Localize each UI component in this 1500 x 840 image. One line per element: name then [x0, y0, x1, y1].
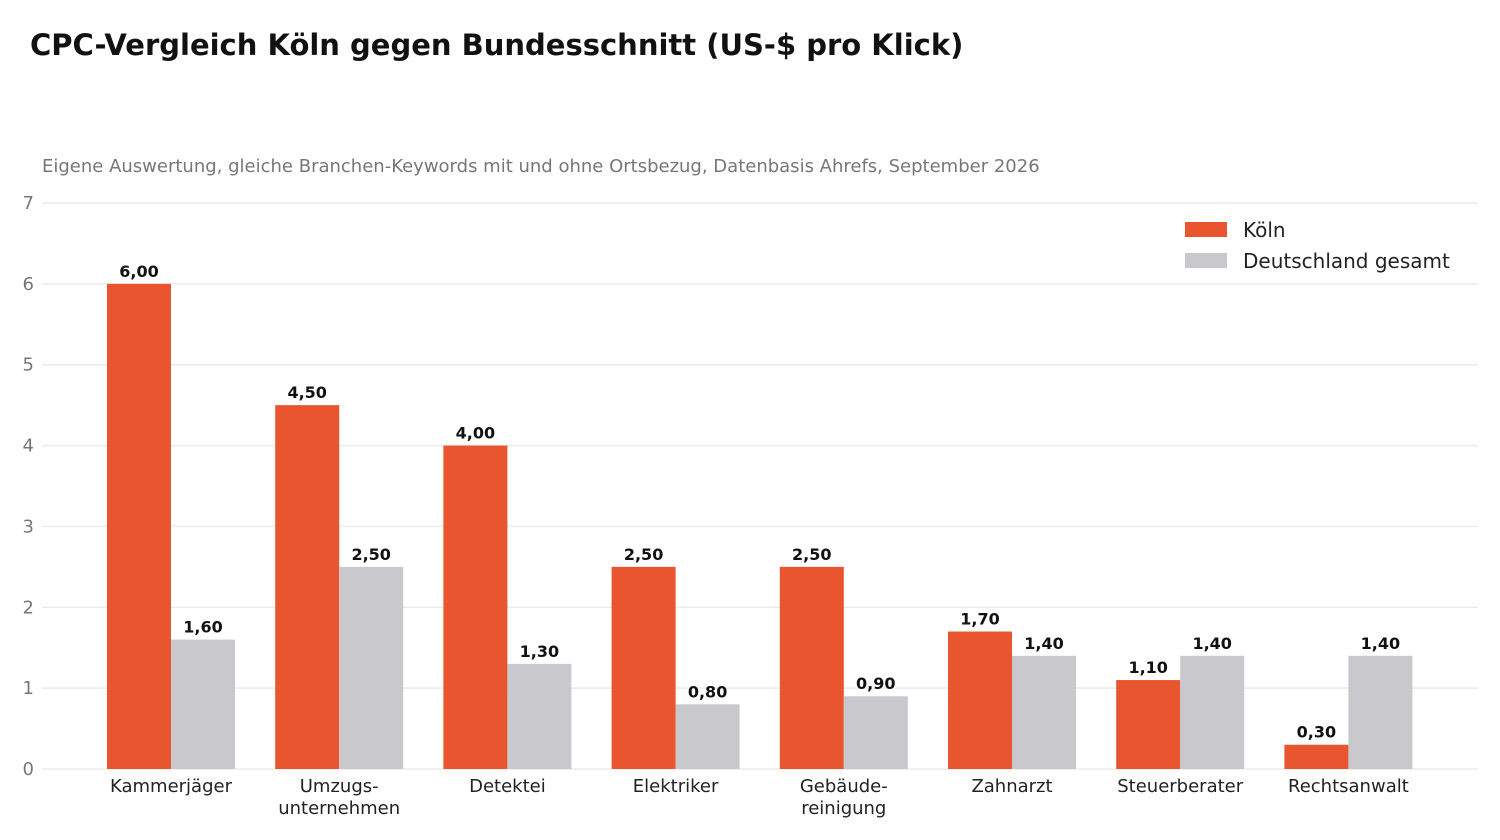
bar-deutschland [171, 639, 235, 769]
y-tick-label: 0 [23, 759, 34, 780]
bars: 6,00 1,60 4,50 2,50 4,00 1,30 2,50 0,80 2,50 0,90… [107, 262, 1413, 769]
x-tick-label: Steuerberater [1117, 776, 1244, 797]
gridlines [42, 202, 1478, 770]
bar-deutschland [507, 663, 572, 769]
bar-koeln [1116, 680, 1181, 769]
y-tick-label: 7 [23, 193, 34, 214]
bar-koeln [275, 405, 340, 769]
bar-value-label: 0,30 [1297, 723, 1336, 742]
bar-value-label: 4,00 [456, 424, 495, 443]
bar-koeln [107, 283, 171, 769]
bar-value-label: 0,90 [856, 674, 895, 693]
bar-value-label: 2,50 [351, 545, 390, 564]
legend-swatch [1185, 222, 1227, 237]
bar-value-label: 1,60 [183, 618, 222, 637]
legend-label: Deutschland gesamt [1243, 249, 1450, 273]
bar-value-label: 1,30 [520, 642, 559, 661]
x-tick-label: Detektei [469, 776, 546, 797]
bar-value-label: 2,50 [792, 545, 831, 564]
bar-deutschland [1012, 655, 1076, 769]
x-axis: Kammerjäger Umzugs-unternehmen Detektei Ele… [110, 776, 1409, 819]
y-tick-label: 3 [23, 516, 34, 537]
x-tick-label: reinigung [801, 798, 886, 819]
bar-value-label: 1,40 [1192, 634, 1231, 653]
x-tick-label: Gebäude- [800, 776, 888, 797]
x-tick-label: unternehmen [278, 798, 400, 819]
bar-koeln [611, 566, 676, 769]
chart-title: CPC-Vergleich Köln gegen Bundesschnitt (… [30, 28, 964, 62]
bar-koeln [443, 445, 508, 769]
bar-deutschland [339, 566, 404, 769]
bar-koeln [779, 566, 844, 769]
x-tick-label: Umzugs- [300, 776, 379, 797]
y-tick-label: 5 [23, 355, 34, 376]
bar-deutschland [1180, 655, 1245, 769]
y-axis: 0 1 2 3 4 5 6 7 [23, 193, 34, 780]
x-tick-label: Rechtsanwalt [1288, 776, 1409, 797]
bar-value-label: 1,40 [1361, 634, 1400, 653]
legend-swatch [1185, 253, 1227, 268]
y-tick-label: 1 [23, 678, 34, 699]
bar-deutschland [675, 704, 740, 769]
legend: Köln Deutschland gesamt [1185, 218, 1450, 273]
bar-koeln [948, 631, 1012, 769]
y-tick-label: 2 [23, 597, 34, 618]
x-tick-label: Elektriker [633, 776, 719, 797]
bar-deutschland [1348, 655, 1413, 769]
bar-koeln [1284, 744, 1349, 769]
bar-value-label: 1,40 [1024, 634, 1063, 653]
chart-subtitle: Eigene Auswertung, gleiche Branchen-Keyw… [42, 156, 1040, 177]
bar-value-label: 1,10 [1128, 658, 1167, 677]
y-tick-label: 6 [23, 274, 34, 295]
legend-label: Köln [1243, 218, 1286, 242]
y-tick-label: 4 [23, 436, 34, 457]
x-tick-label: Kammerjäger [110, 776, 233, 797]
bar-value-label: 2,50 [624, 545, 663, 564]
bar-value-label: 1,70 [960, 610, 999, 629]
bar-deutschland [843, 696, 908, 769]
bar-value-label: 0,80 [688, 682, 727, 701]
bar-value-label: 4,50 [287, 383, 326, 402]
x-tick-label: Zahnarzt [971, 776, 1052, 797]
bar-value-label: 6,00 [119, 262, 158, 281]
